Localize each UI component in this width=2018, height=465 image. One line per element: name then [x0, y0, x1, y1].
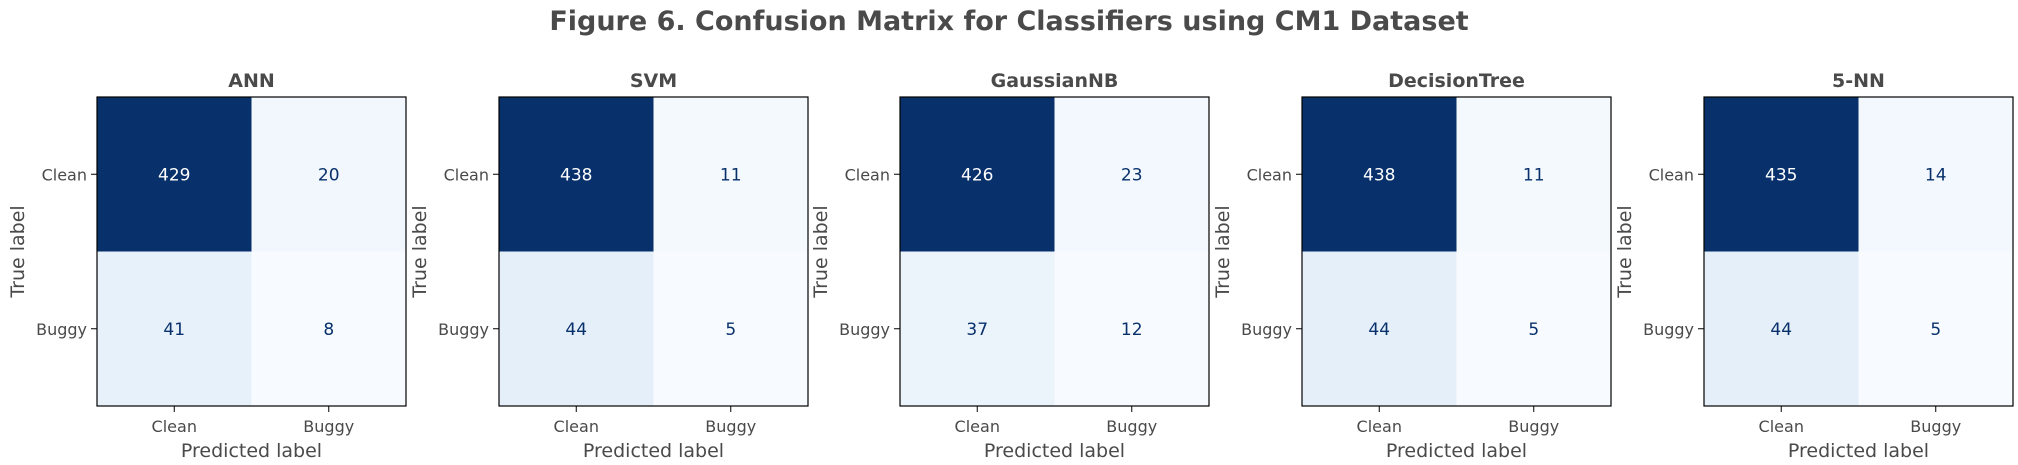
y-tick-label: Buggy — [839, 320, 890, 339]
cell-value: 23 — [1121, 165, 1143, 185]
matrix-cell — [653, 251, 808, 406]
y-tick-label: Buggy — [1241, 320, 1292, 339]
y-axis-label: True label — [1212, 205, 1234, 298]
y-axis-label: True label — [810, 205, 832, 298]
y-axis-label: True label — [7, 205, 29, 298]
matrix-cell — [499, 251, 654, 406]
panel-title: DecisionTree — [1388, 70, 1525, 92]
matrix-cell — [653, 97, 808, 252]
panel-title: 5-NN — [1832, 70, 1885, 92]
cell-value: 435 — [1765, 165, 1797, 185]
cell-value: 44 — [565, 320, 587, 340]
matrix-cell — [1302, 97, 1457, 252]
x-tick-label: Clean — [955, 417, 1000, 436]
y-tick-label: Clean — [845, 165, 890, 184]
cell-value: 438 — [560, 165, 592, 185]
cell-value: 44 — [1368, 320, 1390, 340]
x-tick-label: Buggy — [1106, 417, 1157, 436]
x-tick-label: Buggy — [1508, 417, 1559, 436]
x-axis-label: Predicted label — [1788, 440, 1929, 462]
panel-title: GaussianNB — [991, 70, 1119, 92]
figure-title: Figure 6. Confusion Matrix for Classifie… — [549, 6, 1468, 37]
matrix-cell — [900, 251, 1055, 406]
x-tick-label: Clean — [1759, 417, 1804, 436]
cell-value: 14 — [1925, 165, 1947, 185]
matrix-cell — [97, 97, 252, 252]
confusion-matrix-5: 5-NN 435 14 44 5 Clean Buggy Clean Buggy Predicte… — [1614, 70, 2014, 462]
x-tick-label: Clean — [152, 417, 197, 436]
plot-frame — [1301, 96, 1612, 407]
matrix-cell — [97, 251, 252, 406]
cell-value: 37 — [966, 320, 988, 340]
confusion-matrix-3: GaussianNB 426 23 37 12 Clean Buggy Clean Buggy P… — [810, 70, 1210, 462]
y-tick-label: Clean — [1649, 165, 1694, 184]
x-axis-label: Predicted label — [984, 440, 1125, 462]
cell-value: 44 — [1770, 320, 1792, 340]
cell-value: 5 — [1528, 320, 1539, 340]
y-tick-label: Buggy — [36, 320, 87, 339]
plot-frame — [899, 96, 1210, 407]
plot-frame — [498, 96, 809, 407]
x-tick-label: Clean — [554, 417, 599, 436]
panel-title: SVM — [630, 70, 677, 92]
matrix-cell — [251, 251, 406, 406]
matrix-cell — [900, 97, 1055, 252]
matrix-cell — [1858, 251, 2013, 406]
cell-value: 429 — [158, 165, 190, 185]
matrix-cell — [1302, 251, 1457, 406]
matrix-cell — [1704, 97, 1859, 252]
plot-frame — [96, 96, 407, 407]
cell-value: 5 — [725, 320, 736, 340]
cell-value: 20 — [318, 165, 340, 185]
matrix-cell — [1054, 251, 1209, 406]
y-tick-label: Buggy — [438, 320, 489, 339]
matrix-cell — [1704, 251, 1859, 406]
confusion-matrix-panels: ANN 429 20 41 8 Clean Buggy Clean Buggy Predicted… — [7, 70, 2014, 462]
plot-frame — [1703, 96, 2014, 407]
cell-value: 11 — [720, 165, 742, 185]
confusion-matrix-2: SVM 438 11 44 5 Clean Buggy Clean Buggy Predicted… — [409, 70, 809, 462]
matrix-cell — [1456, 97, 1611, 252]
y-tick-label: Clean — [1247, 165, 1292, 184]
cell-value: 5 — [1930, 320, 1941, 340]
cell-value: 41 — [163, 320, 185, 340]
y-axis-label: True label — [1614, 205, 1636, 298]
confusion-matrix-4: DecisionTree 438 11 44 5 Clean Buggy Clean Buggy… — [1212, 70, 1612, 462]
x-tick-label: Buggy — [1910, 417, 1961, 436]
x-tick-label: Clean — [1357, 417, 1402, 436]
panel-title: ANN — [228, 70, 275, 92]
y-axis-label: True label — [409, 205, 431, 298]
cell-value: 426 — [961, 165, 993, 185]
x-tick-label: Buggy — [705, 417, 756, 436]
matrix-cell — [1054, 97, 1209, 252]
cell-value: 8 — [323, 320, 334, 340]
matrix-cell — [1858, 97, 2013, 252]
x-axis-label: Predicted label — [1386, 440, 1527, 462]
y-tick-label: Buggy — [1643, 320, 1694, 339]
y-tick-label: Clean — [42, 165, 87, 184]
cell-value: 438 — [1363, 165, 1395, 185]
x-tick-label: Buggy — [303, 417, 354, 436]
matrix-cell — [499, 97, 654, 252]
cell-value: 11 — [1523, 165, 1545, 185]
confusion-matrix-1: ANN 429 20 41 8 Clean Buggy Clean Buggy Predicted… — [7, 70, 407, 462]
x-axis-label: Predicted label — [181, 440, 322, 462]
matrix-cell — [1456, 251, 1611, 406]
matrix-cell — [251, 97, 406, 252]
x-axis-label: Predicted label — [583, 440, 724, 462]
cell-value: 12 — [1121, 320, 1143, 340]
y-tick-label: Clean — [444, 165, 489, 184]
